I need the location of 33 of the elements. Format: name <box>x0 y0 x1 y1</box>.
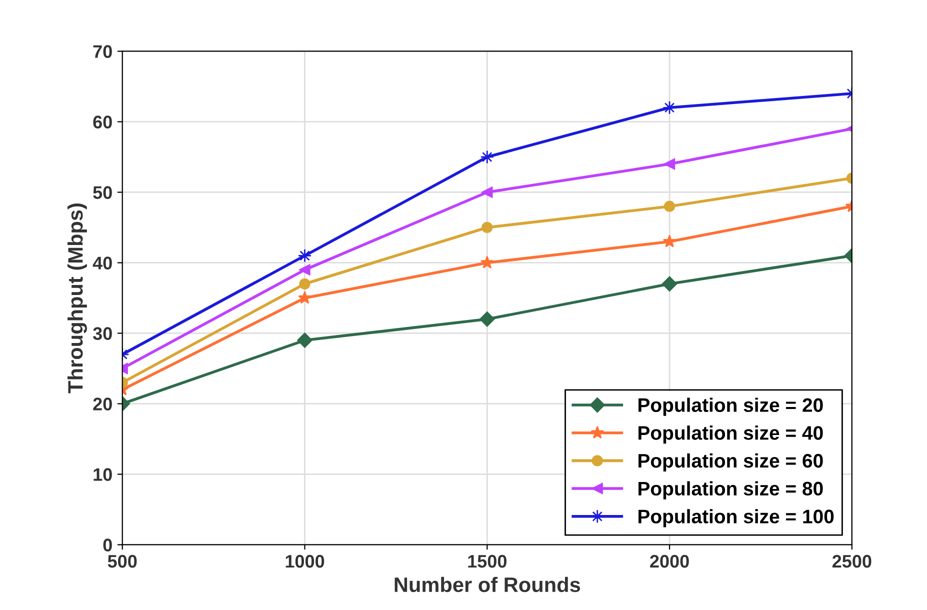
point <box>298 248 312 263</box>
point <box>482 186 493 198</box>
y-tick-label: 30 <box>92 327 112 340</box>
legend-label: Population size = 40 <box>638 426 823 444</box>
x-tick-label: 500 <box>108 554 137 568</box>
point <box>480 312 495 327</box>
y-tick-label: 40 <box>92 256 112 270</box>
y-tick-label: 20 <box>93 398 112 410</box>
point <box>297 332 312 348</box>
y-tick-label: 60 <box>93 116 112 128</box>
x-axis-title: Number of Rounds <box>394 576 580 592</box>
point <box>664 200 676 212</box>
x-tick-label: 2000 <box>650 554 689 568</box>
x-tick-label: 1000 <box>286 554 324 568</box>
x-tick-label: 1500 <box>468 554 506 568</box>
y-axis-title: Throughput (Mbps) <box>67 204 88 394</box>
point <box>482 222 493 234</box>
legend-label: Population size = 20 <box>638 398 823 416</box>
point <box>298 291 312 304</box>
point <box>299 278 310 290</box>
y-tick-label: 70 <box>93 45 112 58</box>
legend-label: Population size = 60 <box>638 453 823 472</box>
point <box>299 264 310 276</box>
point <box>662 276 678 292</box>
legend-label: Population size = 80 <box>638 481 823 500</box>
x-tick-label: 2500 <box>832 554 872 568</box>
point <box>662 234 676 248</box>
y-tick-label: 0 <box>103 538 112 552</box>
point <box>480 256 494 268</box>
legend-label: Population size = 100 <box>638 509 834 528</box>
y-tick-label: 50 <box>93 186 112 199</box>
point <box>664 158 676 170</box>
y-tick-label: 10 <box>94 468 112 481</box>
